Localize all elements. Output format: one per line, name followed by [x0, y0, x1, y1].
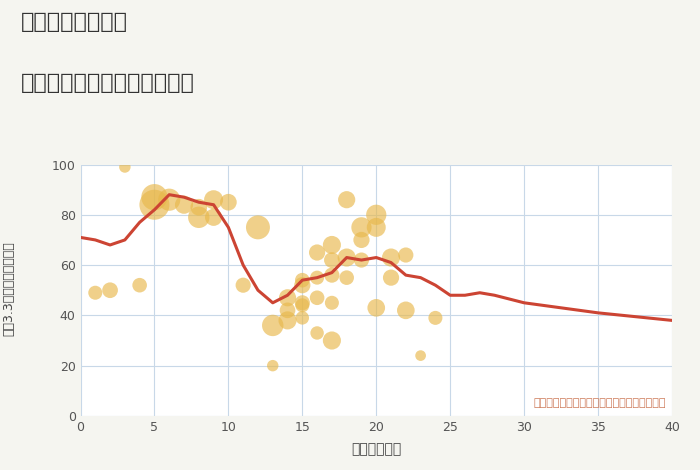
Point — [326, 299, 337, 306]
Point — [415, 352, 426, 360]
Point — [90, 289, 101, 297]
Point — [208, 213, 219, 221]
Point — [312, 294, 323, 302]
Point — [400, 251, 412, 259]
Point — [134, 282, 146, 289]
Point — [297, 282, 308, 289]
Text: 円の大きさは、取引のあった物件面積を示す: 円の大きさは、取引のあった物件面積を示す — [533, 399, 666, 408]
Point — [149, 201, 160, 209]
Point — [282, 294, 293, 302]
Point — [341, 196, 352, 204]
Point — [282, 317, 293, 324]
Point — [312, 329, 323, 337]
Text: 坪（3.3㎡）単価（万円）: 坪（3.3㎡）単価（万円） — [2, 242, 15, 337]
Point — [253, 224, 264, 231]
Point — [371, 224, 382, 231]
Point — [119, 163, 130, 171]
Point — [326, 241, 337, 249]
Point — [326, 337, 337, 344]
Point — [371, 211, 382, 219]
Point — [430, 314, 441, 321]
Point — [326, 271, 337, 279]
Point — [356, 256, 367, 264]
Point — [297, 299, 308, 306]
Point — [297, 314, 308, 321]
Point — [326, 256, 337, 264]
Point — [104, 286, 116, 294]
Point — [223, 198, 234, 206]
Text: 築年数別中古マンション価格: 築年数別中古マンション価格 — [21, 73, 195, 93]
Text: 福岡県西戸崎駅の: 福岡県西戸崎駅の — [21, 12, 128, 32]
Point — [178, 201, 190, 209]
Point — [312, 274, 323, 282]
Point — [297, 302, 308, 309]
Point — [371, 304, 382, 312]
Point — [356, 224, 367, 231]
Point — [356, 236, 367, 243]
Point — [193, 204, 204, 211]
Point — [341, 274, 352, 282]
X-axis label: 築年数（年）: 築年数（年） — [351, 442, 401, 456]
Point — [297, 276, 308, 284]
Point — [149, 194, 160, 201]
Point — [386, 254, 397, 261]
Point — [400, 306, 412, 314]
Point — [267, 321, 279, 329]
Point — [237, 282, 248, 289]
Point — [267, 362, 279, 369]
Point — [208, 196, 219, 204]
Point — [193, 213, 204, 221]
Point — [312, 249, 323, 256]
Point — [164, 196, 175, 204]
Point — [341, 254, 352, 261]
Point — [386, 274, 397, 282]
Point — [282, 306, 293, 314]
